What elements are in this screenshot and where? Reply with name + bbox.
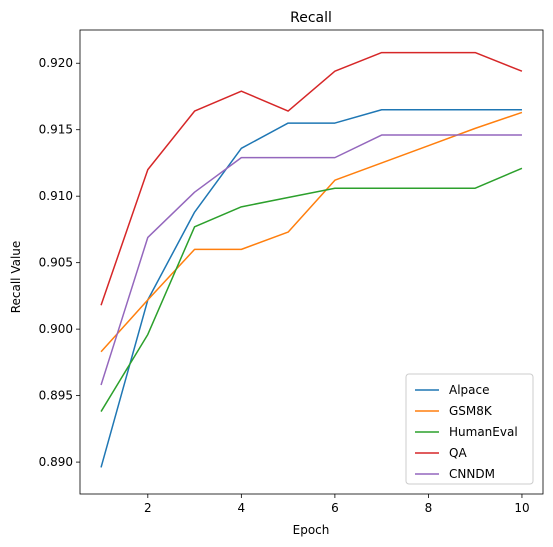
x-axis-title: Epoch bbox=[293, 523, 330, 537]
legend-label-humaneval: HumanEval bbox=[449, 425, 518, 439]
series-line-humaneval bbox=[100, 167, 523, 412]
legend-label-gsm8k: GSM8K bbox=[449, 404, 493, 418]
legend-box bbox=[405, 373, 534, 485]
y-tick-label: 0.890 bbox=[39, 455, 73, 469]
y-axis-title: Recall Value bbox=[9, 241, 23, 314]
y-tick-label: 0.915 bbox=[39, 123, 73, 137]
x-tick-label: 10 bbox=[514, 501, 529, 515]
series-line-alpace bbox=[100, 109, 522, 468]
y-tick-label: 0.920 bbox=[39, 56, 73, 70]
x-tick-label: 6 bbox=[331, 501, 339, 515]
y-tick-label: 0.900 bbox=[39, 322, 73, 336]
legend-label-qa: QA bbox=[449, 446, 467, 460]
y-tick-label: 0.910 bbox=[39, 189, 73, 203]
x-tick-label: 4 bbox=[238, 501, 246, 515]
legend-label-cnndm: CNNDM bbox=[449, 467, 495, 481]
chart-title: Recall bbox=[290, 10, 332, 26]
series-line-gsm8k bbox=[100, 111, 523, 353]
y-tick-label: 0.905 bbox=[39, 256, 73, 270]
legend-label-alpace: Alpace bbox=[449, 383, 490, 397]
series-line-cnndm bbox=[100, 134, 522, 386]
plot-frame bbox=[79, 29, 544, 495]
x-tick-label: 2 bbox=[144, 501, 152, 515]
plot-area: 2 4 6 8 10 0.890 0.895 0.900 0.905 0.910 0.915 0.92… bbox=[39, 29, 544, 515]
y-tick-label: 0.895 bbox=[39, 389, 73, 403]
x-tick-label: 8 bbox=[425, 501, 433, 515]
series-line-qa bbox=[100, 51, 523, 306]
legend: Alpace GSM8K HumanEval QA CNNDM bbox=[405, 373, 534, 485]
